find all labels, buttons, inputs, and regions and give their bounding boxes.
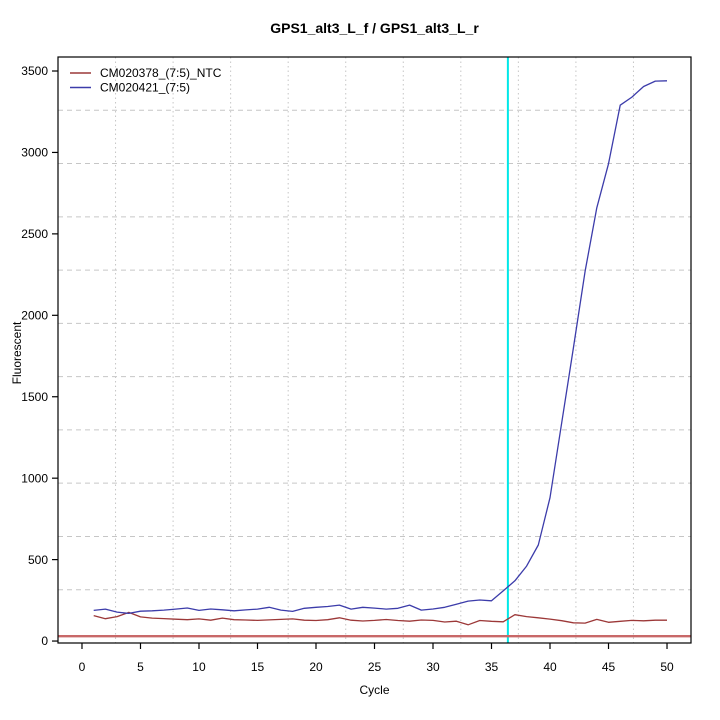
y-tick-label: 3000 [21,146,48,160]
y-tick-label: 500 [28,553,48,567]
legend-label: CM020378_(7:5)_NTC [100,66,222,80]
legend-label: CM020421_(7:5) [100,81,190,95]
x-tick-label: 40 [543,660,557,674]
y-tick-label: 2500 [21,227,48,241]
x-tick-label: 0 [79,660,86,674]
y-tick-label: 1500 [21,390,48,404]
chart-title: GPS1_alt3_L_f / GPS1_alt3_L_r [270,20,479,36]
y-tick-label: 2000 [21,309,48,323]
x-tick-label: 15 [251,660,265,674]
y-tick-label: 3500 [21,64,48,78]
y-tick-label: 0 [41,634,48,648]
x-tick-label: 50 [660,660,674,674]
plot-border [57,56,692,644]
series-line-1 [93,80,668,615]
x-tick-label: 25 [368,660,382,674]
x-axis-label: Cycle [359,683,389,697]
x-tick-label: 10 [192,660,206,674]
x-tick-label: 35 [485,660,499,674]
series-line-0 [93,611,667,626]
x-tick-label: 45 [602,660,616,674]
y-tick-label: 1000 [21,471,48,485]
x-tick-label: 5 [137,660,144,674]
x-tick-label: 30 [426,660,440,674]
x-tick-label: 20 [309,660,323,674]
y-axis-label: Fluorescent [10,321,24,384]
